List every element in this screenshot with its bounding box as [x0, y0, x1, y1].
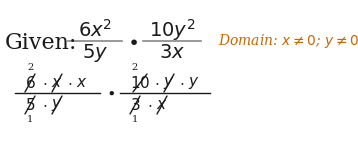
- Text: Domain: $x \neq 0$; $y \neq 0$: Domain: $x \neq 0$; $y \neq 0$: [218, 32, 358, 50]
- Text: $x$: $x$: [76, 76, 88, 90]
- Text: $3$: $3$: [130, 97, 140, 113]
- Text: $10y^2$: $10y^2$: [149, 17, 195, 43]
- Text: $\bullet$: $\bullet$: [106, 86, 115, 100]
- Text: $6$: $6$: [25, 75, 35, 91]
- Text: 2: 2: [132, 64, 138, 73]
- Text: 1: 1: [132, 114, 138, 124]
- Text: $\bullet$: $\bullet$: [126, 32, 137, 50]
- Text: 2: 2: [27, 64, 33, 73]
- Text: $y$: $y$: [163, 75, 175, 91]
- Text: $\cdot$: $\cdot$: [179, 76, 185, 90]
- Text: $\cdot$: $\cdot$: [67, 76, 73, 90]
- Text: $y$: $y$: [188, 75, 200, 91]
- Text: $y$: $y$: [51, 97, 63, 113]
- Text: $\cdot$: $\cdot$: [42, 76, 48, 90]
- Text: $x$: $x$: [156, 98, 168, 112]
- Text: $5y$: $5y$: [82, 42, 108, 64]
- Text: $5$: $5$: [25, 97, 35, 113]
- Text: $6x^2$: $6x^2$: [78, 19, 112, 41]
- Text: $3x$: $3x$: [159, 44, 185, 62]
- Text: $\cdot$: $\cdot$: [147, 98, 153, 112]
- Text: Given:: Given:: [5, 32, 77, 54]
- Text: $\cdot$: $\cdot$: [42, 98, 48, 112]
- Text: $10$: $10$: [130, 75, 150, 91]
- Text: $x$: $x$: [51, 76, 63, 90]
- Text: 1: 1: [27, 114, 33, 124]
- Text: $\cdot$: $\cdot$: [154, 76, 160, 90]
